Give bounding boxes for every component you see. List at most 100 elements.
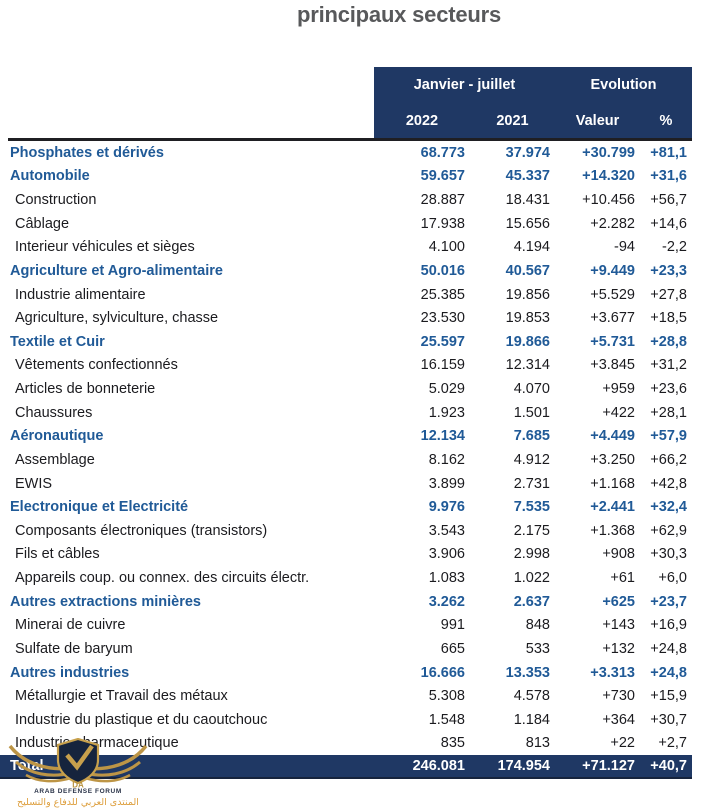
column-header-valeur: Valeur: [575, 113, 620, 129]
winged-shield-icon: DA: [8, 738, 148, 788]
cell-2022: 23.530: [420, 310, 465, 327]
cell-valeur: +61: [610, 570, 635, 587]
table-row: Construction 28.887 18.431 +10.456 +56,7: [0, 188, 692, 212]
cell-label: Câblage: [15, 215, 70, 232]
cell-2022: 68.773: [420, 144, 465, 161]
table-row: Articles de bonneterie 5.029 4.070 +959 +23,…: [0, 377, 692, 401]
table-header-rule: [8, 138, 692, 141]
table-row: Câblage 17.938 15.656 +2.282 +14,6: [0, 212, 692, 236]
cell-2021: 7.535: [513, 499, 550, 516]
cell-2021: 1.501: [513, 404, 550, 421]
cell-2022: 59.657: [420, 168, 465, 185]
cell-valeur: +22: [610, 735, 635, 752]
table-row: Interieur véhicules et sièges 4.100 4.194 -…: [0, 236, 692, 260]
cell-pct: +62,9: [650, 522, 687, 539]
header-group-janvier-juillet: Janvier - juillet: [413, 77, 516, 93]
cell-valeur: +959: [602, 381, 635, 398]
cell-pct: +23,6: [650, 381, 687, 398]
cell-pct: +30,3: [650, 546, 687, 563]
watermark-logo: DA ARAB DEFENSE FORUM المنتدى العربي للد…: [2, 738, 154, 807]
cell-label: Sulfate de baryum: [15, 640, 133, 657]
column-header-2021: 2021: [496, 113, 529, 129]
cell-label: Chaussures: [15, 404, 93, 421]
cell-valeur: +132: [602, 640, 635, 657]
cell-label: Industrie du plastique et du caoutchouc: [15, 711, 268, 728]
cell-pct: +66,2: [650, 451, 687, 468]
column-header-2022: 2022: [405, 113, 439, 129]
cell-2021: 7.685: [513, 428, 550, 445]
cell-2022: 5.308: [428, 688, 465, 705]
header-columns-row: 2022 2021 Valeur %: [374, 103, 692, 139]
table-row: Autres extractions minières 3.262 2.637 +62…: [0, 590, 692, 614]
cell-2021: 533: [525, 640, 550, 657]
cell-2022: 1.548: [428, 711, 465, 728]
cell-label: Métallurgie et Travail des métaux: [15, 688, 228, 705]
cell-pct: +42,8: [650, 475, 687, 492]
cell-label: Construction: [15, 192, 97, 209]
cell-2021: 19.856: [505, 286, 550, 303]
table-row: Industrie pharmaceutique 835 813 +22 +2,7: [0, 732, 692, 756]
cell-2022: 50.016: [420, 262, 465, 279]
cell-pct: +23,3: [650, 262, 687, 279]
table-row: Chaussures 1.923 1.501 +422 +28,1: [0, 401, 692, 425]
table-row: Vêtements confectionnés 16.159 12.314 +3.84…: [0, 354, 692, 378]
cell-label: Interieur véhicules et sièges: [15, 239, 195, 256]
total-2022: 246.081: [412, 758, 465, 774]
cell-2021: 1.022: [513, 570, 550, 587]
cell-pct: +32,4: [650, 499, 687, 516]
cell-label: Industrie alimentaire: [15, 286, 146, 303]
cell-2022: 3.906: [428, 546, 465, 563]
table-total-row: Total 246.081 174.954 +71.127 +40,7: [0, 755, 692, 779]
cell-2021: 13.353: [505, 664, 550, 681]
cell-2021: 18.431: [505, 192, 550, 209]
cell-2021: 848: [525, 617, 550, 634]
cell-pct: +28,1: [650, 404, 687, 421]
cell-valeur: +2.441: [590, 499, 635, 516]
cell-2021: 4.578: [513, 688, 550, 705]
cell-valeur: +2.282: [590, 215, 635, 232]
cell-label: Autres extractions minières: [10, 593, 201, 610]
cell-pct: +6,0: [658, 570, 687, 587]
table-row: Assemblage 8.162 4.912 +3.250 +66,2: [0, 448, 692, 472]
cell-2022: 16.666: [420, 664, 465, 681]
cell-pct: +16,9: [650, 617, 687, 634]
cell-valeur: +30.799: [582, 144, 635, 161]
cell-label: Assemblage: [15, 451, 95, 468]
cell-valeur: +3.250: [590, 451, 635, 468]
cell-label: Electronique et Electricité: [10, 499, 189, 516]
cell-pct: +30,7: [650, 711, 687, 728]
watermark-name-ar: المنتدى العربي للدفاع والتسليح: [17, 796, 139, 808]
cell-pct: +31,2: [650, 357, 687, 374]
header-group-row: Janvier - juillet Evolution: [374, 67, 692, 103]
cell-2022: 1.923: [428, 404, 465, 421]
cell-2021: 37.974: [505, 144, 550, 161]
cell-2021: 2.998: [513, 546, 550, 563]
cell-label: Agriculture, sylviculture, chasse: [15, 310, 219, 327]
cell-valeur: +4.449: [590, 428, 635, 445]
cell-2021: 12.314: [505, 357, 550, 374]
cell-pct: +57,9: [650, 428, 687, 445]
table-row: Autres industries 16.666 13.353 +3.313 +24,8: [0, 661, 692, 685]
table-row: Electronique et Electricité 9.976 7.535 +2.…: [0, 495, 692, 519]
cell-valeur: +5.529: [590, 286, 635, 303]
cell-pct: +56,7: [650, 192, 687, 209]
cell-2022: 8.162: [428, 451, 465, 468]
cell-2022: 991: [440, 617, 465, 634]
cell-2022: 1.083: [428, 570, 465, 587]
cell-pct: +27,8: [650, 286, 687, 303]
total-label: Total: [10, 758, 44, 774]
table-row: Minerai de cuivre 991 848 +143 +16,9: [0, 614, 692, 638]
cell-label: Minerai de cuivre: [15, 617, 126, 634]
table-row: Sulfate de baryum 665 533 +132 +24,8: [0, 637, 692, 661]
cell-label: Autres industries: [10, 664, 130, 681]
header-group-evolution: Evolution: [590, 77, 657, 93]
table-row: Agriculture et Agro-alimentaire 50.016 40.…: [0, 259, 692, 283]
cell-label: Articles de bonneterie: [15, 381, 156, 398]
cell-2021: 4.912: [513, 451, 550, 468]
cell-pct: -2,2: [662, 239, 687, 256]
cell-valeur: +1.368: [590, 522, 635, 539]
cell-label: Appareils coup. ou connex. des circuits …: [15, 570, 310, 587]
cell-2021: 2.731: [513, 475, 550, 492]
cell-2022: 5.029: [428, 381, 465, 398]
